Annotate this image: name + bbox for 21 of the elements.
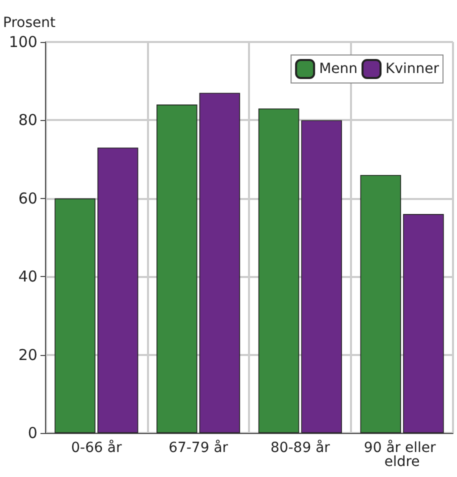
- y-tick-label: 20: [18, 346, 38, 364]
- bar: [301, 120, 342, 433]
- legend-label: Kvinner: [386, 61, 440, 77]
- x-tick-label: 67-79 år: [168, 439, 228, 456]
- bar: [97, 148, 138, 433]
- bar: [54, 198, 96, 433]
- y-axis-title: Prosent: [2, 15, 56, 31]
- bar: [156, 104, 198, 433]
- y-tick-label: 80: [18, 111, 38, 130]
- bar: [360, 174, 402, 433]
- legend-label: Menn: [319, 61, 358, 77]
- x-tick-label: 90 år eller eldre: [364, 439, 440, 470]
- x-tick-label: 0-66 år: [71, 439, 122, 456]
- y-tick-label: 40: [18, 268, 38, 286]
- bar: [199, 92, 240, 433]
- y-tick-label: 0: [28, 424, 38, 442]
- y-tick-label: 60: [18, 189, 38, 208]
- y-tick-label: 100: [8, 33, 38, 51]
- bar: [258, 108, 300, 433]
- bar: [403, 214, 444, 433]
- x-tick-label: 80-89 år: [270, 439, 330, 456]
